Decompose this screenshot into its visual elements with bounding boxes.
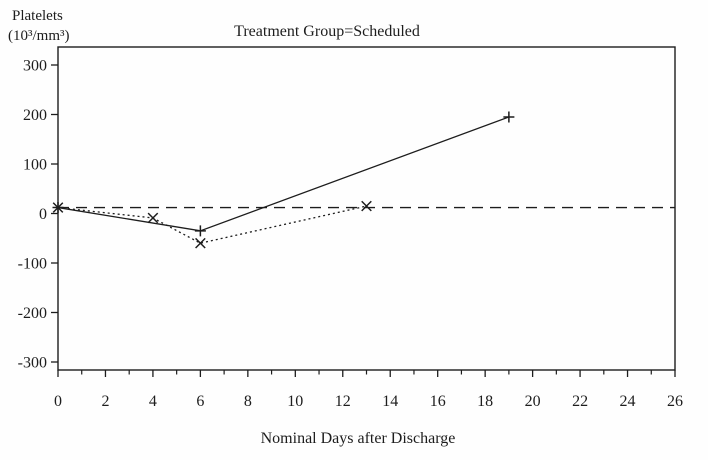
x-tick-label: 6 <box>196 393 204 410</box>
x-tick-label: 12 <box>335 393 351 410</box>
y-tick-label: -300 <box>18 355 47 372</box>
series-plus <box>52 111 515 237</box>
plus-marker <box>194 225 206 237</box>
x-tick-label: 8 <box>244 393 252 410</box>
y-tick-label: 0 <box>39 206 47 223</box>
series-line-solid <box>57 116 510 232</box>
x-tick-label: 26 <box>667 393 683 410</box>
x-tick-label: 24 <box>620 393 636 410</box>
chart-title: Treatment Group=Scheduled <box>234 23 420 40</box>
x-axis-title: Nominal Days after Discharge <box>261 430 456 447</box>
x-marker <box>147 212 159 224</box>
x-tick-label: 22 <box>572 393 588 410</box>
y-tick-label: -100 <box>18 256 47 273</box>
x-marker <box>361 200 372 212</box>
y-axis-label-line2: (10³/mm³) <box>8 28 70 44</box>
x-tick-label: 0 <box>54 393 62 410</box>
plot-frame <box>57 46 676 371</box>
y-tick-label: 300 <box>23 58 47 75</box>
series-line-dotted <box>57 205 367 244</box>
plus-marker <box>503 111 515 123</box>
x-tick-label: 14 <box>382 393 398 410</box>
y-axis-label-line1: Platelets <box>12 8 63 24</box>
y-tick-label: 100 <box>23 157 47 174</box>
x-tick-label: 10 <box>287 393 303 410</box>
x-tick-label: 16 <box>430 393 446 410</box>
x-tick-label: 20 <box>525 393 541 410</box>
x-tick-label: 4 <box>149 393 157 410</box>
series-x <box>52 200 372 249</box>
y-tick-label: 200 <box>23 107 47 124</box>
x-tick-label: 18 <box>477 393 493 410</box>
x-marker <box>52 202 64 213</box>
y-tick-label: -200 <box>18 305 47 322</box>
x-marker <box>195 237 206 249</box>
x-tick-label: 2 <box>101 393 109 410</box>
